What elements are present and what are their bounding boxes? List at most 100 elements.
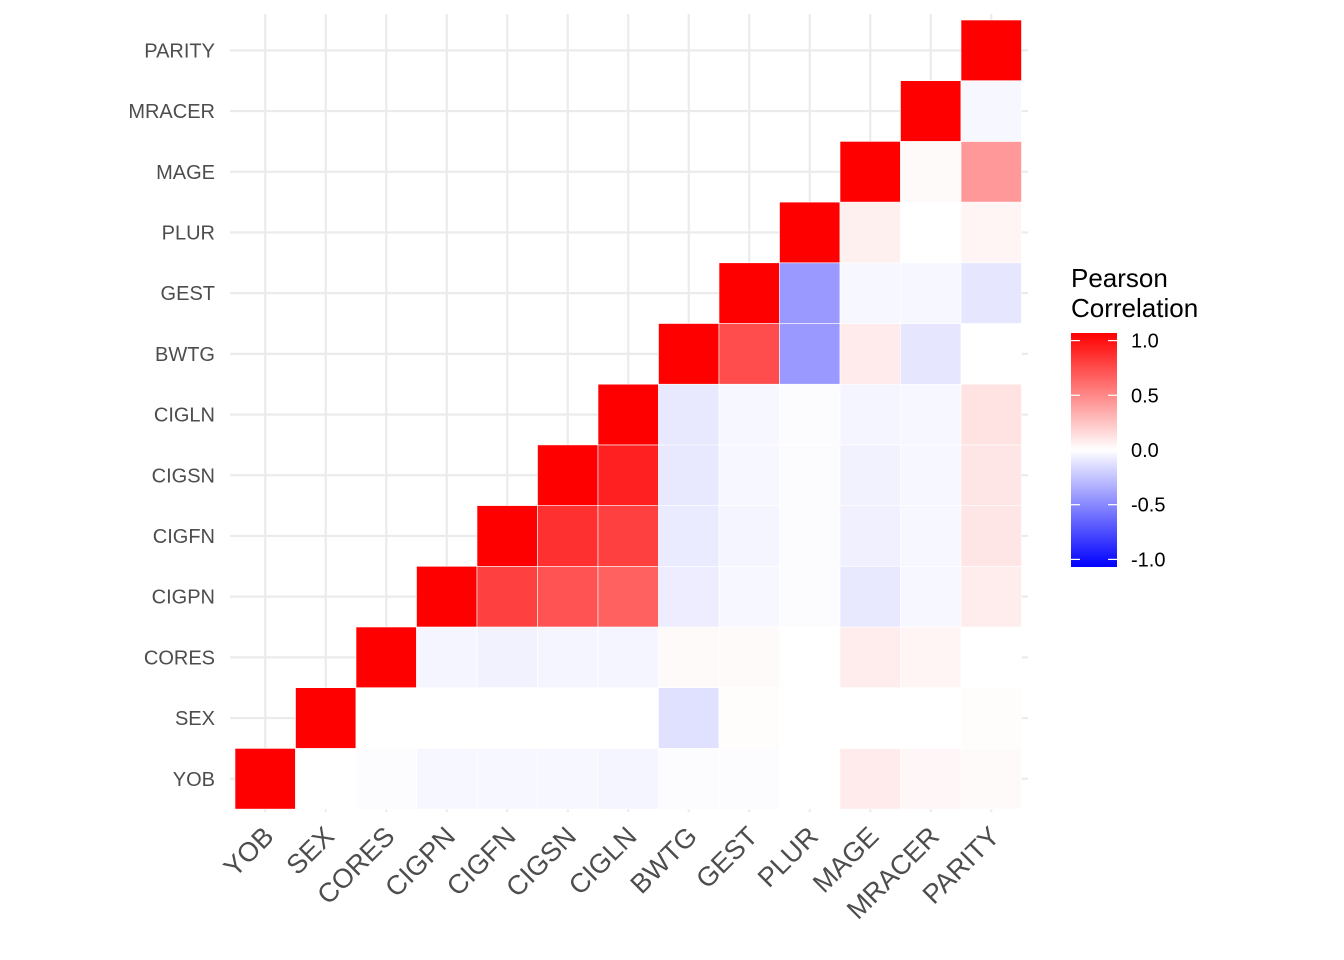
x-tick-label: GEST — [690, 821, 763, 894]
y-tick-label: GEST — [161, 283, 215, 305]
legend-title-line-2: Correlation — [1071, 293, 1198, 323]
heatmap-cell — [718, 323, 780, 385]
heatmap-cell — [839, 505, 901, 567]
x-tick-label: CIGPN — [379, 821, 461, 903]
heatmap-cell — [960, 19, 1022, 82]
y-tick-label: CIGSN — [152, 465, 215, 487]
x-tick-label: BWTG — [625, 821, 703, 899]
heatmap-cell — [960, 201, 1022, 264]
heatmap-cell — [779, 262, 841, 324]
heatmap-cell — [779, 687, 841, 749]
x-tick-label: YOB — [218, 821, 280, 883]
heatmap-cell — [597, 505, 659, 567]
heatmap-cell — [960, 444, 1022, 506]
heatmap-cell — [839, 444, 901, 506]
heatmap-cell — [658, 383, 720, 446]
y-tick-label: PARITY — [144, 40, 215, 62]
heatmap-tiles — [234, 19, 1022, 810]
heatmap-cell — [839, 687, 901, 749]
heatmap-cell — [355, 748, 417, 810]
heatmap-cell — [597, 748, 659, 810]
heatmap-cell — [416, 687, 478, 749]
legend-label: 1.0 — [1131, 331, 1159, 353]
heatmap-cell — [537, 565, 599, 628]
heatmap-cell — [779, 383, 841, 446]
legend-title-line-1: Pearson — [1071, 263, 1168, 293]
heatmap-cell — [476, 565, 538, 628]
heatmap-cell — [597, 626, 659, 689]
heatmap-cell — [658, 323, 720, 385]
heatmap-cell — [718, 626, 780, 689]
heatmap-cell — [718, 687, 780, 749]
heatmap-cell — [900, 141, 962, 203]
y-tick-label: YOB — [173, 769, 215, 791]
heatmap-cell — [355, 626, 417, 689]
heatmap-cell — [234, 748, 296, 810]
x-tick-label: CIGSN — [500, 821, 582, 903]
heatmap-cell — [900, 565, 962, 628]
heatmap-cell — [839, 201, 901, 264]
color-legend: Pearson Correlation 1.0 0.5 0.0 -0.5 -1.0 — [1071, 263, 1198, 571]
heatmap-cell — [537, 444, 599, 506]
heatmap-cell — [960, 323, 1022, 385]
heatmap-cell — [718, 505, 780, 567]
heatmap-cell — [718, 748, 780, 810]
heatmap-cell — [416, 748, 478, 810]
heatmap-cell — [779, 201, 841, 264]
y-tick-label: CIGLN — [154, 405, 215, 427]
heatmap-cell — [839, 262, 901, 324]
heatmap-cell — [839, 141, 901, 203]
heatmap-cell — [718, 444, 780, 506]
heatmap-cell — [476, 505, 538, 567]
heatmap-cell — [779, 565, 841, 628]
heatmap-cell — [779, 505, 841, 567]
heatmap-cell — [658, 505, 720, 567]
legend-label: 0.0 — [1131, 440, 1159, 462]
y-tick-label: CIGFN — [153, 526, 215, 548]
x-tick-label: CIGLN — [563, 821, 643, 901]
heatmap-cell — [960, 383, 1022, 446]
heatmap-cell — [597, 687, 659, 749]
heatmap-cell — [960, 262, 1022, 324]
y-tick-label: SEX — [175, 708, 215, 730]
heatmap-cell — [476, 687, 538, 749]
heatmap-cell — [295, 748, 357, 810]
heatmap-cell — [537, 505, 599, 567]
y-tick-label: CORES — [144, 647, 215, 669]
heatmap-cell — [537, 748, 599, 810]
y-tick-label: PLUR — [162, 222, 215, 244]
heatmap-cell — [658, 565, 720, 628]
legend-label: -1.0 — [1131, 549, 1165, 571]
heatmap-cell — [960, 505, 1022, 567]
heatmap-cell — [960, 748, 1022, 810]
heatmap-cell — [960, 565, 1022, 628]
heatmap-cell — [960, 626, 1022, 689]
heatmap-cell — [597, 444, 659, 506]
heatmap-cell — [476, 748, 538, 810]
heatmap-cell — [718, 565, 780, 628]
heatmap-cell — [900, 383, 962, 446]
heatmap-cell — [960, 687, 1022, 749]
heatmap-cell — [597, 383, 659, 446]
legend-label: 0.5 — [1131, 385, 1159, 407]
heatmap-cell — [779, 323, 841, 385]
heatmap-cell — [779, 748, 841, 810]
y-tick-label: BWTG — [155, 344, 215, 366]
heatmap-cell — [839, 383, 901, 446]
heatmap-cell — [900, 505, 962, 567]
x-axis-tick-labels: YOB SEXCORESCIGPNCIGFNCIGSNCIGLNBWTGGESTP… — [218, 821, 1006, 925]
heatmap-cell — [597, 565, 659, 628]
heatmap-cell — [960, 141, 1022, 203]
heatmap-cell — [900, 444, 962, 506]
heatmap-cell — [658, 687, 720, 749]
heatmap-cell — [900, 626, 962, 689]
heatmap-cell — [295, 687, 357, 749]
heatmap-cell — [960, 80, 1022, 142]
heatmap-cell — [537, 626, 599, 689]
heatmap-cell — [416, 626, 478, 689]
heatmap-cell — [476, 626, 538, 689]
heatmap-cell — [718, 383, 780, 446]
heatmap-cell — [900, 262, 962, 324]
heatmap-cell — [537, 687, 599, 749]
